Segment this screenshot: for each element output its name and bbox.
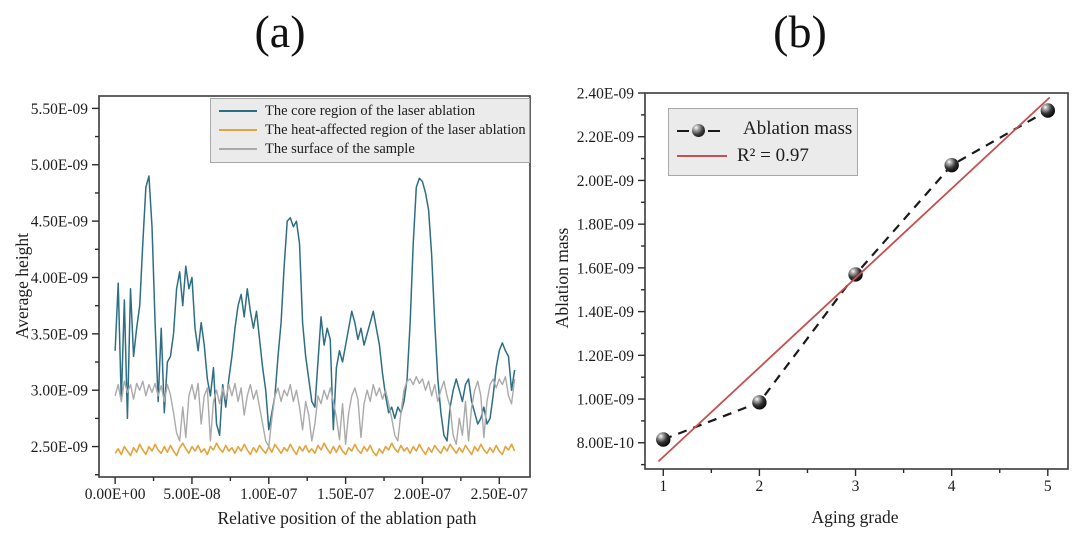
plot-frame — [98, 95, 531, 478]
legend-item-core-region: The core region of the laser ablation — [219, 102, 521, 121]
y-tick-label: 3.50E-09 — [31, 326, 89, 343]
panel-a-title: (a) — [254, 6, 306, 57]
legend-label: The surface of the sample — [265, 141, 415, 157]
legend-label: Ablation mass — [743, 118, 853, 139]
x-tick-label: 5.00E-08 — [163, 486, 221, 503]
panel-a: (a) 0.00E+00 5.00E-08 1.00E-07 1.50E-07 2.00… — [12, 6, 531, 528]
plot-frame — [644, 92, 1069, 470]
ablation-mass-marker-sample — [677, 116, 735, 143]
chart-a-xlabel: Relative position of the ablation path — [217, 508, 477, 528]
data-point-marker — [656, 432, 671, 447]
y-tick-label: 3.00E-09 — [31, 383, 89, 400]
sphere-marker-icon — [692, 124, 705, 138]
series-line-0 — [114, 175, 516, 442]
x-tick-label: 1.00E-07 — [240, 486, 298, 503]
y-tick-label: 4.50E-09 — [31, 214, 89, 231]
fit-line-sample — [677, 154, 727, 157]
panel-b-title: (b) — [773, 6, 827, 57]
legend-label: R² = 0.97 — [737, 145, 809, 166]
y-tick-label: 2.40E-09 — [577, 85, 635, 102]
series-line-1 — [114, 442, 516, 457]
y-tick-label: 1.40E-09 — [577, 304, 635, 321]
x-tick-label: 3 — [852, 478, 860, 495]
legend-label: The core region of the laser ablation — [265, 103, 476, 119]
y-tick-label: 1.00E-09 — [577, 391, 635, 408]
dash-icon — [677, 129, 689, 132]
plot-area: 0.00E+00 5.00E-08 1.00E-07 1.50E-07 2.00E-07… — [31, 95, 531, 503]
legend-label: The heat-affected region of the laser ab… — [265, 122, 526, 138]
chart-a-canvas: 0.00E+00 5.00E-08 1.00E-07 1.50E-07 2.00E-07… — [31, 95, 531, 503]
surface-line-sample — [219, 147, 257, 150]
chart-b-canvas: 1 2 3 4 5 8.00E-10 1.00E-09 1.20E-09 1.40E-09 1.6… — [577, 85, 1069, 495]
data-point-marker — [944, 157, 959, 173]
legend-item-heat-affected: The heat-affected region of the laser ab… — [219, 121, 526, 140]
x-tick-label: 2.50E-07 — [471, 486, 529, 503]
core-region-line-sample — [219, 109, 257, 112]
data-point-marker — [752, 395, 767, 410]
legend-item-ablation-mass: Ablation mass — [677, 115, 853, 143]
x-tick-label: 2 — [756, 478, 764, 495]
data-point-marker — [848, 267, 863, 282]
chart-b-legend: Ablation mass R² = 0.97 — [668, 108, 858, 176]
chart-a-ylabel: Average height — [12, 232, 32, 340]
y-tick-label: 2.50E-09 — [31, 439, 89, 456]
x-tick-label: 5 — [1044, 478, 1052, 495]
y-tick-label: 1.20E-09 — [577, 348, 635, 365]
x-tick-label: 4 — [948, 478, 956, 495]
series-line-1 — [657, 96, 1051, 463]
chart-b-ylabel: Ablation mass — [552, 227, 572, 329]
x-tick-label: 1.50E-07 — [317, 486, 375, 503]
chart-b-xlabel: Aging grade — [811, 507, 899, 527]
y-tick-label: 5.00E-09 — [31, 157, 89, 174]
data-point-marker — [1040, 103, 1056, 118]
y-tick-label: 8.00E-10 — [577, 435, 635, 452]
panel-b: (b) 1 2 3 4 5 8.00E-10 1.00E-09 1.20E-09 1.40E-0… — [540, 0, 1080, 539]
legend-item-r-squared: R² = 0.97 — [677, 142, 849, 169]
y-tick-label: 1.80E-09 — [577, 217, 635, 234]
y-tick-label: 2.00E-09 — [577, 173, 635, 190]
y-tick-label: 2.20E-09 — [577, 129, 635, 146]
plot-area: 1 2 3 4 5 8.00E-10 1.00E-09 1.20E-09 1.40E-09 1.6… — [577, 85, 1069, 495]
x-tick-label: 0.00E+00 — [85, 486, 146, 503]
y-tick-label: 4.00E-09 — [31, 270, 89, 287]
x-tick-label: 2.00E-07 — [394, 486, 452, 503]
dash-icon — [708, 129, 720, 132]
chart-a-legend: The core region of the laser ablation Th… — [210, 98, 530, 163]
y-tick-label: 5.50E-09 — [31, 101, 89, 118]
heat-affected-line-sample — [219, 128, 257, 131]
x-tick-label: 1 — [659, 478, 667, 495]
series-line-2 — [114, 375, 516, 448]
legend-item-surface: The surface of the sample — [219, 140, 521, 159]
y-tick-label: 1.60E-09 — [577, 260, 635, 277]
